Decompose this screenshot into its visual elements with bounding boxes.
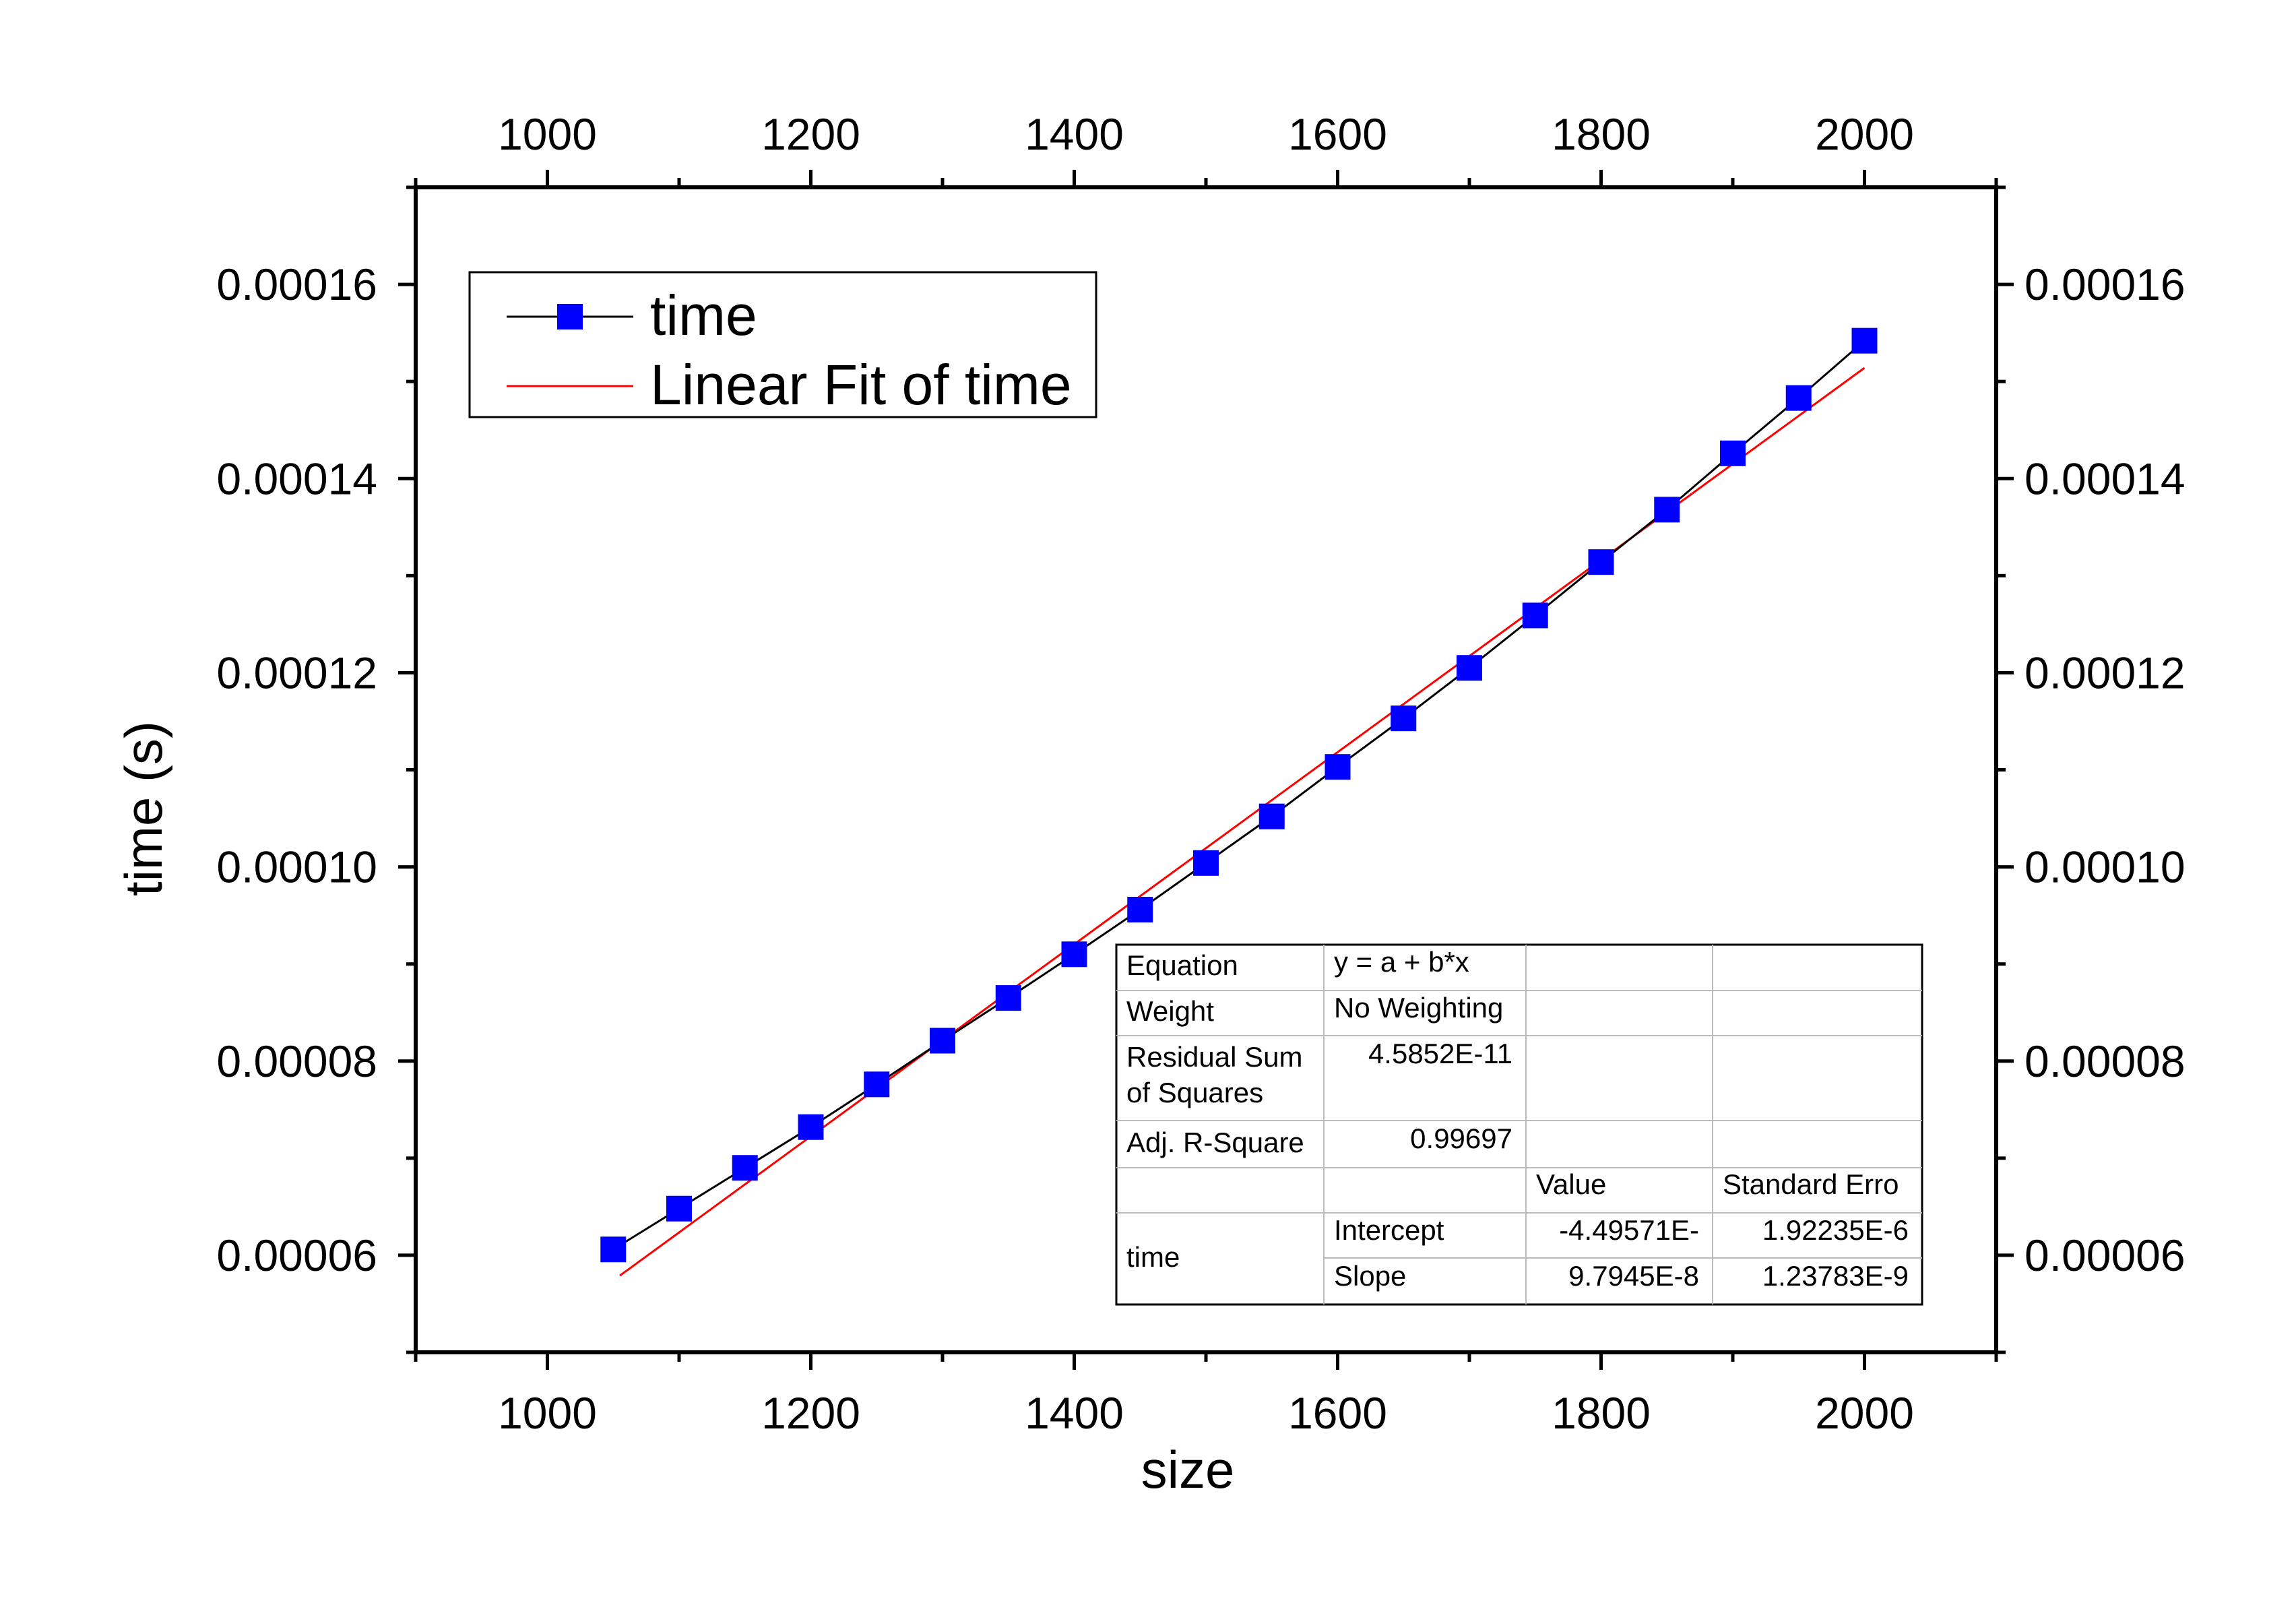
x-tick-label-bottom: 2000: [1815, 1388, 1914, 1438]
data-point: [1391, 705, 1417, 732]
x-tick-label-top: 1600: [1288, 109, 1387, 159]
data-point: [1654, 497, 1680, 523]
stats-value-adjr2: 0.99697: [1410, 1123, 1512, 1154]
x-tick-label-top: 1000: [498, 109, 597, 159]
data-point: [666, 1195, 692, 1222]
y-tick-label-right: 0.00012: [2024, 648, 2186, 697]
legend-label-fit: Linear Fit of time: [650, 353, 1072, 416]
data-point: [1851, 327, 1878, 354]
stats-value-intercept: -4.49571E-: [1559, 1214, 1699, 1246]
y-tick-label-right: 0.00008: [2024, 1036, 2186, 1086]
stats-stderr-intercept: 1.92235E-6: [1762, 1214, 1909, 1246]
data-point: [930, 1028, 955, 1054]
x-tick-label-bottom: 1000: [498, 1388, 597, 1438]
data-point: [1588, 549, 1614, 575]
y-tick-label-right: 0.00010: [2024, 842, 2186, 892]
x-tick-label-bottom: 1400: [1025, 1388, 1124, 1438]
x-tick-label-bottom: 1200: [761, 1388, 860, 1438]
stats-header-value: Value: [1536, 1168, 1606, 1200]
stats-label-intercept: Intercept: [1334, 1214, 1444, 1246]
x-tick-label-bottom: 1800: [1552, 1388, 1651, 1438]
y-axis-title: time (s): [114, 721, 173, 896]
data-point: [1061, 941, 1087, 968]
y-tick-label-left: 0.00010: [216, 842, 377, 892]
x-axis-title: size: [1141, 1440, 1235, 1499]
stats-label-slope: Slope: [1334, 1260, 1406, 1292]
y-tick-label-left: 0.00014: [216, 453, 377, 503]
stats-stderr-slope: 1.23783E-9: [1762, 1260, 1909, 1292]
data-point: [1720, 440, 1746, 466]
stats-label-adjr2: Adj. R-Square: [1126, 1127, 1304, 1158]
y-tick-label-left: 0.00008: [216, 1036, 377, 1086]
data-point: [1258, 803, 1285, 829]
y-tick-label-left: 0.00016: [216, 259, 377, 309]
data-point: [1193, 850, 1219, 876]
stats-label-rss-line2: of Squares: [1126, 1077, 1263, 1108]
x-tick-label-top: 1400: [1025, 109, 1124, 159]
data-point: [600, 1236, 627, 1263]
data-point: [1325, 754, 1351, 780]
legend-box: [468, 271, 1097, 418]
x-tick-label-bottom: 1600: [1288, 1388, 1387, 1438]
data-point: [798, 1114, 824, 1140]
x-tick-label-top: 1800: [1552, 109, 1651, 159]
y-tick-label-right: 0.00006: [2024, 1230, 2186, 1280]
stats-value-equation: y = a + b*x: [1334, 946, 1469, 978]
stats-label-rss: Residual Sum: [1126, 1041, 1302, 1073]
y-tick-label-left: 0.00012: [216, 648, 377, 697]
legend-label-time: time: [650, 284, 757, 347]
data-point: [1522, 602, 1548, 629]
stats-label-weight: Weight: [1126, 995, 1214, 1027]
data-point: [732, 1155, 758, 1181]
y-tick-label-right: 0.00016: [2024, 259, 2186, 309]
stats-header-stderr: Standard Erro: [1723, 1168, 1899, 1200]
legend-marker-time: [557, 304, 583, 329]
x-tick-label-top: 1200: [761, 109, 860, 159]
data-point: [995, 985, 1021, 1011]
stats-label-equation: Equation: [1126, 949, 1238, 981]
data-point: [864, 1071, 890, 1098]
data-point: [1457, 655, 1482, 681]
stats-value-weight: No Weighting: [1334, 992, 1503, 1024]
stats-value-slope: 9.7945E-8: [1568, 1260, 1699, 1292]
stats-label-time: time: [1126, 1241, 1180, 1273]
stats-value-rss: 4.5852E-11: [1368, 1038, 1512, 1069]
data-point: [1785, 385, 1812, 411]
y-tick-label-right: 0.00014: [2024, 453, 2186, 503]
y-tick-label-left: 0.00006: [216, 1230, 377, 1280]
data-point: [1127, 896, 1153, 922]
stats-table-box: [1115, 943, 1923, 1306]
x-tick-label-top: 2000: [1815, 109, 1914, 159]
